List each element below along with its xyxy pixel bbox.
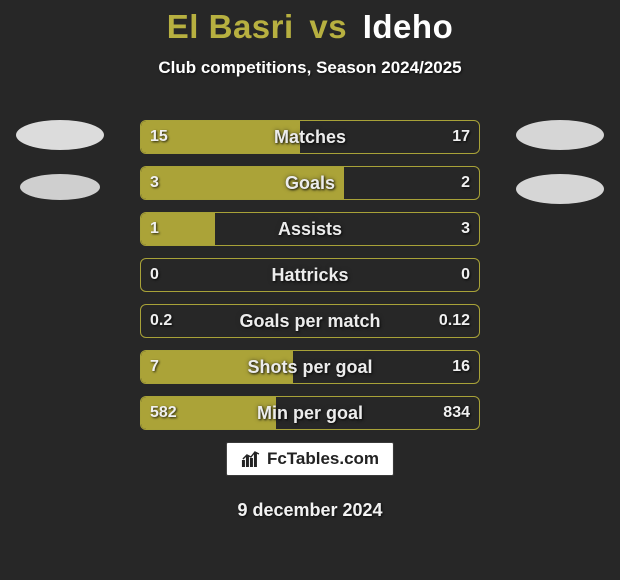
stat-row: 582834Min per goal: [140, 396, 480, 430]
stat-label: Hattricks: [140, 258, 480, 292]
page-title: El Basri vs Ideho: [0, 0, 620, 46]
stat-row: 1517Matches: [140, 120, 480, 154]
barchart-icon: [241, 450, 261, 468]
stat-label: Goals: [140, 166, 480, 200]
club-logo-placeholder: [516, 174, 604, 204]
stat-label: Goals per match: [140, 304, 480, 338]
stat-label: Min per goal: [140, 396, 480, 430]
title-player1: El Basri: [167, 8, 294, 45]
stat-row: 0.20.12Goals per match: [140, 304, 480, 338]
title-player2: Ideho: [363, 8, 454, 45]
stat-row: 13Assists: [140, 212, 480, 246]
club-logo-placeholder: [16, 120, 104, 150]
stat-row: 32Goals: [140, 166, 480, 200]
stat-label: Assists: [140, 212, 480, 246]
stat-label: Matches: [140, 120, 480, 154]
title-vs: vs: [309, 8, 347, 45]
stat-row: 716Shots per goal: [140, 350, 480, 384]
club-logo-placeholder: [516, 120, 604, 150]
club-logo-placeholder: [20, 174, 100, 200]
comparison-chart: 1517Matches 32Goals 13Assists 00Hattricks 0.…: [140, 120, 480, 442]
footer-date: 9 december 2024: [0, 500, 620, 521]
subtitle: Club competitions, Season 2024/2025: [0, 58, 620, 78]
branding-badge: FcTables.com: [226, 442, 394, 476]
stat-row: 00Hattricks: [140, 258, 480, 292]
player2-logos: [510, 120, 610, 204]
branding-text: FcTables.com: [267, 449, 379, 469]
player1-logos: [10, 120, 110, 200]
stat-label: Shots per goal: [140, 350, 480, 384]
